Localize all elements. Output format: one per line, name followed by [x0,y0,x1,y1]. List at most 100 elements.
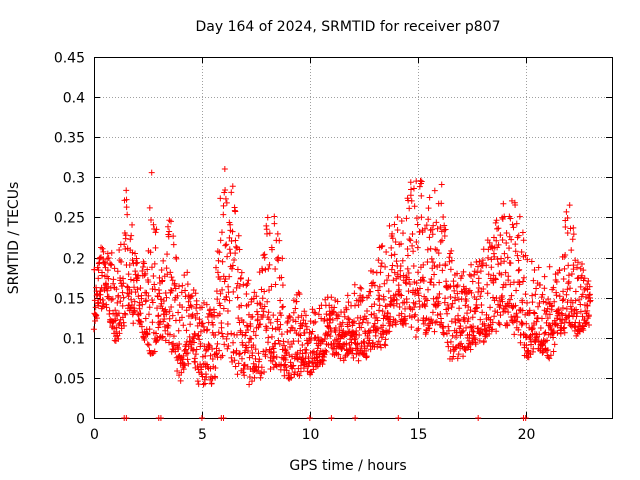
data-point [534,315,541,322]
data-point [277,297,284,304]
data-point [234,294,241,301]
data-point [187,321,194,328]
data-point [386,322,393,329]
data-point [584,302,591,309]
data-point [264,298,271,305]
data-point [570,231,577,238]
data-point [456,318,463,325]
data-point [358,324,365,331]
data-point [359,319,366,326]
data-points [90,166,594,421]
data-point [188,303,195,310]
data-point [442,262,449,269]
data-point [104,287,111,294]
data-point [256,321,263,328]
data-point [181,272,188,279]
data-point [425,216,432,223]
data-point [128,302,135,309]
data-point [382,263,389,270]
data-point [279,304,286,311]
data-point [536,331,543,338]
data-point [468,289,475,296]
data-point [229,262,236,269]
data-point [407,192,414,199]
data-point [138,323,145,330]
data-point [560,288,567,295]
data-point [532,291,539,298]
data-point [410,248,417,255]
data-point [576,319,583,326]
data-point [375,338,382,345]
data-point [586,298,593,305]
y-axis-label: SRMTID / TECUs [6,182,22,295]
data-point [157,415,164,421]
data-point [266,230,273,237]
data-point [249,349,256,356]
data-point [145,292,152,299]
data-point [209,346,216,353]
data-point [167,269,174,276]
data-point [175,309,182,316]
data-point [495,241,502,248]
data-point [339,319,346,326]
data-point [328,294,335,301]
data-point [238,269,245,276]
data-point [577,265,584,272]
data-point [295,338,302,345]
data-point [232,250,239,257]
data-point [297,332,304,339]
data-point [126,262,133,269]
data-point [238,302,245,309]
data-point [408,186,415,193]
data-point [464,310,471,317]
data-point [445,305,452,312]
data-point [367,288,374,295]
data-point [99,245,106,252]
data-point [363,347,370,354]
data-point [569,236,576,243]
data-point [487,304,494,311]
data-point [535,264,542,271]
data-point [402,279,409,286]
data-point [373,314,380,321]
data-point [110,276,117,283]
data-point [251,289,258,296]
data-point [438,200,445,207]
data-point [494,256,501,263]
data-point [278,274,285,281]
data-point [300,317,307,324]
data-point [143,289,150,296]
data-point [458,340,465,347]
data-point [90,326,97,333]
data-point [292,318,299,325]
data-point [582,319,589,326]
data-point [224,253,231,260]
data-point [238,355,245,362]
data-point [418,178,425,185]
data-point [518,248,525,255]
data-point [454,282,461,289]
data-point [139,267,146,274]
data-point [371,310,378,317]
data-point [456,305,463,312]
data-point [233,284,240,291]
data-point [179,282,186,289]
data-point [134,286,141,293]
data-point [194,332,201,339]
data-point [245,301,252,308]
data-point [378,260,385,267]
data-point [584,307,591,314]
data-point [431,328,438,335]
data-point [147,249,154,256]
data-point [501,213,508,220]
x-tick-label: 10 [302,427,320,443]
data-point [561,324,568,331]
data-point [303,326,310,333]
data-point [493,237,500,244]
data-point [390,297,397,304]
data-point [412,333,419,340]
data-point [176,341,183,348]
data-point [318,315,325,322]
data-point [580,267,587,274]
data-point [241,372,248,379]
